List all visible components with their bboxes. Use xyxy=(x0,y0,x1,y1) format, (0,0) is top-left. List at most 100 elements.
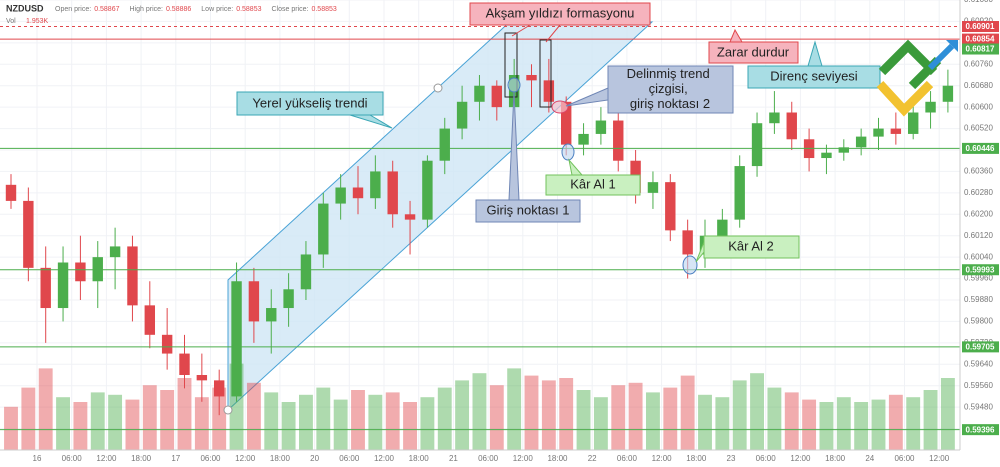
volume-bar xyxy=(194,397,209,450)
field-value: 0.58867 xyxy=(94,6,119,13)
candle-body xyxy=(57,262,69,309)
volume-bar xyxy=(628,382,643,450)
volume-bar xyxy=(90,392,105,450)
volume-bar xyxy=(160,390,175,450)
candle-body xyxy=(439,128,450,161)
volume-bar xyxy=(576,390,591,450)
callout xyxy=(469,2,651,26)
candle-body xyxy=(751,123,763,167)
y-tick-label: 0.59960 xyxy=(964,274,993,283)
marker xyxy=(561,143,575,161)
field-label: Low price: xyxy=(201,6,233,13)
marker xyxy=(682,255,698,275)
price-levels xyxy=(0,26,960,431)
pointer xyxy=(545,24,561,43)
candle-body xyxy=(456,101,468,129)
price-tag xyxy=(962,33,999,45)
volume-bar xyxy=(73,402,88,450)
candle-body xyxy=(109,246,121,258)
volume-bar xyxy=(888,394,903,450)
axis-labels: 0.594000.594800.595600.596400.597200.598… xyxy=(33,0,994,463)
pattern-box xyxy=(539,39,552,108)
price-tag xyxy=(962,341,999,353)
y-tick-label: 0.60200 xyxy=(964,209,993,218)
x-tick-label: 12:00 xyxy=(790,454,811,463)
callout-text: Akşam yıldızı formasyonu xyxy=(486,5,635,20)
annotations: Akşam yıldızı formasyonu Zarar durdur Di… xyxy=(223,2,881,415)
field-label: Open price: xyxy=(55,6,91,13)
volume-bar xyxy=(750,373,764,450)
volume-bar xyxy=(403,402,417,450)
volume-bar xyxy=(108,394,123,450)
x-tick-label: 06:00 xyxy=(62,454,83,463)
candle-body xyxy=(560,101,572,145)
price-tag xyxy=(962,21,999,33)
x-tick-label: 12:00 xyxy=(929,454,950,463)
price-tag xyxy=(962,424,999,436)
volume-bar xyxy=(420,397,435,450)
callout xyxy=(708,41,799,64)
callout-line: giriş noktası 2 xyxy=(630,96,710,111)
price-tag-label: 0.59396 xyxy=(966,425,995,434)
x-tick-label: 06:00 xyxy=(200,454,221,463)
candle-body xyxy=(526,75,537,81)
volume-bar xyxy=(507,368,522,450)
x-tick-label: 17 xyxy=(171,454,180,463)
y-tick-label: 0.60520 xyxy=(964,124,993,133)
volume-bar xyxy=(4,406,18,450)
callout-line: Delinmiş trend xyxy=(627,66,710,81)
volume-bar xyxy=(680,375,695,450)
y-tick-label: 0.60680 xyxy=(964,81,993,90)
candle-body xyxy=(5,184,17,201)
candle-body xyxy=(404,214,416,220)
volume-bar xyxy=(177,378,192,450)
candle-body xyxy=(647,182,659,193)
logo-part xyxy=(876,80,934,117)
candle-body xyxy=(370,171,381,199)
callout-text: Yerel yükseliş trendi xyxy=(252,95,367,110)
candle-body xyxy=(92,257,103,282)
volume-bar xyxy=(784,392,799,450)
candle-body xyxy=(318,203,329,255)
candle-body xyxy=(40,267,51,309)
volume-bar xyxy=(559,378,574,450)
volume-bar xyxy=(472,373,487,450)
candle-body xyxy=(855,136,867,148)
callout xyxy=(236,91,384,116)
logo-part xyxy=(927,43,955,71)
volume-bar xyxy=(142,385,157,450)
y-tick-label: 0.60120 xyxy=(964,231,993,240)
candle-body xyxy=(161,334,173,354)
price-tag-label: 0.59993 xyxy=(966,265,995,274)
volume-bar xyxy=(246,382,261,450)
candle-body xyxy=(838,147,850,153)
x-tick-label: 12:00 xyxy=(96,454,117,463)
header: NZDUSD Vol 1.953K Open price: 0.58867 High… xyxy=(6,3,337,24)
candle-body xyxy=(213,380,225,397)
x-tick-label: 18:00 xyxy=(409,454,430,463)
candle-body xyxy=(578,133,589,145)
price-tag-label: 0.60446 xyxy=(966,144,995,153)
callout-line: çizgisi, xyxy=(649,81,688,96)
x-tick-label: 06:00 xyxy=(894,454,915,463)
y-tick-label: 0.61000 xyxy=(964,0,993,4)
x-tick-label: 18:00 xyxy=(825,454,846,463)
candle-body xyxy=(248,281,260,322)
field-label: High price: xyxy=(130,6,164,13)
y-tick-label: 0.60600 xyxy=(964,102,993,111)
candle-body xyxy=(890,128,902,134)
volume-bar xyxy=(593,397,608,450)
price-axis xyxy=(960,0,1000,467)
volume-bar xyxy=(368,394,383,450)
volume-bar xyxy=(455,380,470,450)
candle-body xyxy=(682,230,693,255)
volume-bar xyxy=(524,375,539,450)
callout xyxy=(475,199,581,223)
x-tick-label: 18:00 xyxy=(270,454,291,463)
volume-bar xyxy=(316,387,331,450)
volume-bar xyxy=(715,397,730,450)
y-tick-label: 0.59560 xyxy=(964,381,993,390)
volume-value: 1.953K xyxy=(26,18,49,25)
candle-body xyxy=(23,200,34,268)
